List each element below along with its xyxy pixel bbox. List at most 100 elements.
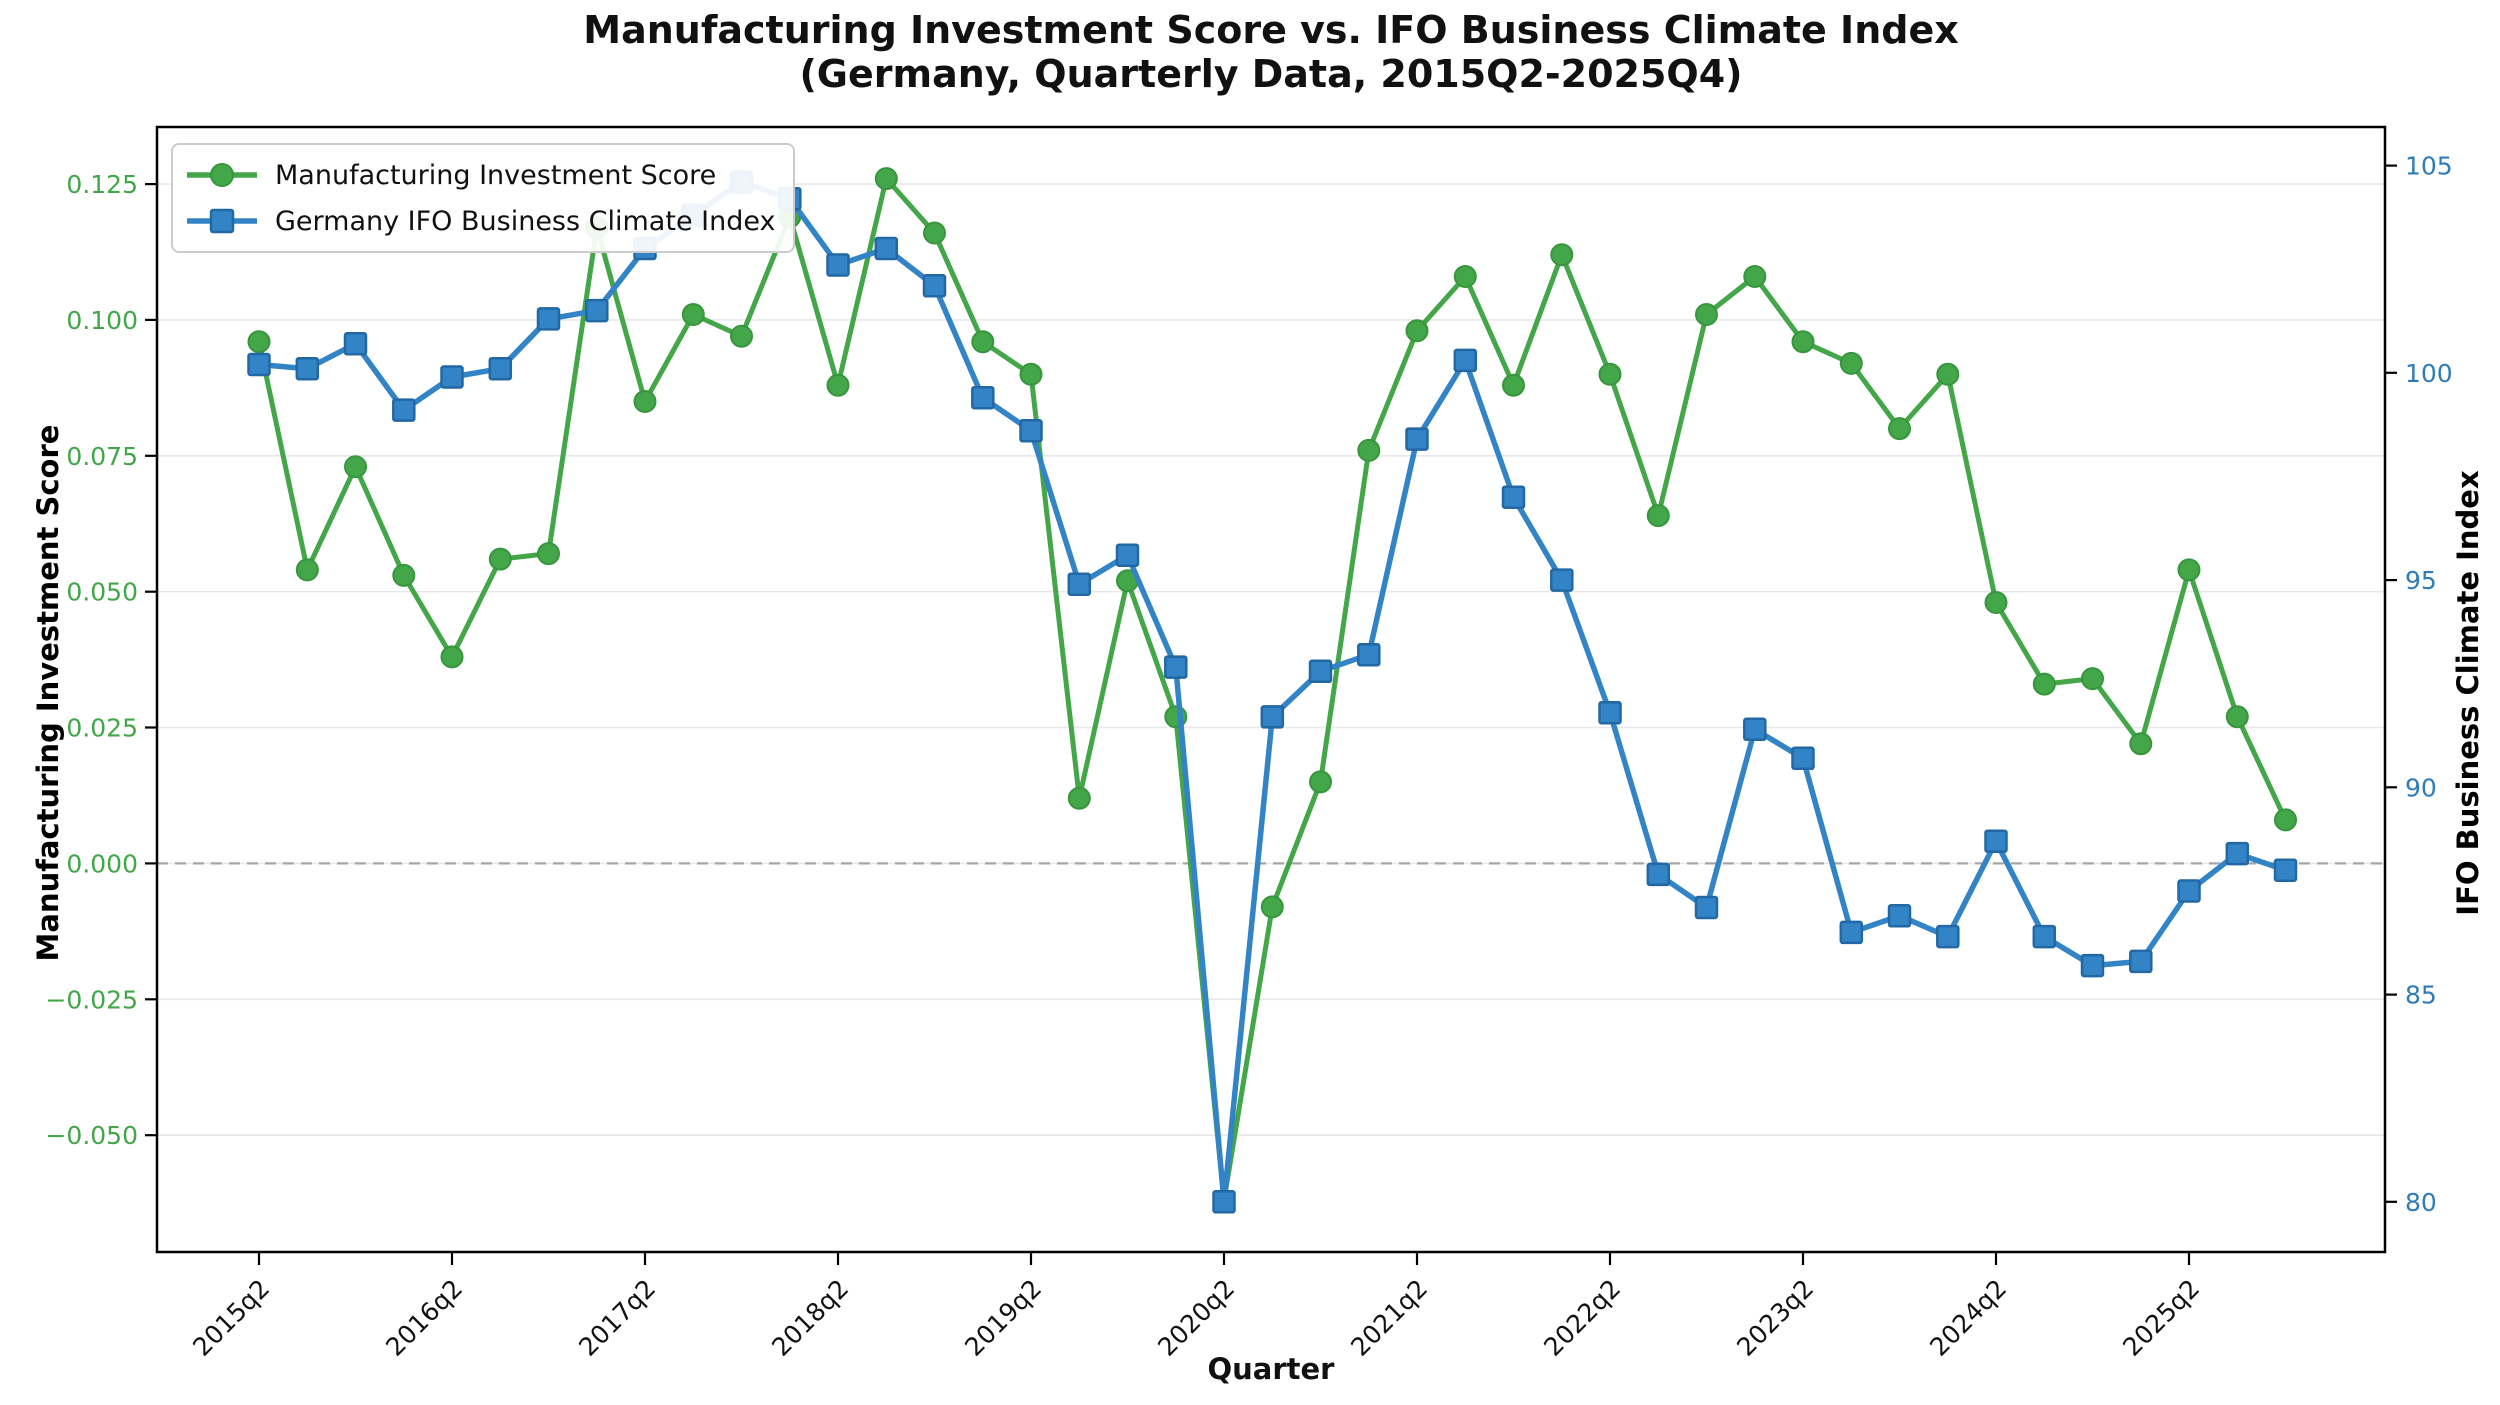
data-point [1936, 924, 1960, 949]
data-point [1598, 362, 1622, 386]
data-point [2129, 732, 2153, 756]
y-axis-label-right: IFO Business Climate Index [2451, 470, 2485, 916]
data-point [343, 332, 368, 356]
legend-label: Manufacturing Investment Score [275, 159, 717, 191]
right-tick-label: 80 [2405, 1188, 2437, 1217]
data-point [1212, 1190, 1236, 1214]
right-tick-label: 105 [2405, 152, 2453, 181]
data-point [1357, 642, 1381, 667]
right-tick-label: 90 [2405, 773, 2437, 802]
data-point [2080, 953, 2105, 978]
x-tick-label: 2022q2 [1538, 1274, 1626, 1362]
data-point [2225, 841, 2250, 866]
data-point [2177, 879, 2201, 903]
legend-item: Manufacturing Investment Score [185, 155, 775, 195]
right-tick-label: 85 [2405, 981, 2437, 1010]
data-point [2129, 949, 2153, 974]
data-point [1019, 419, 1043, 443]
data-point [2032, 672, 2056, 696]
x-tick-label: 2016q2 [380, 1274, 468, 1362]
data-point [585, 298, 609, 323]
data-point [1502, 373, 1525, 397]
data-point [923, 221, 946, 245]
data-point [247, 330, 271, 354]
y-axis-label-left: Manufacturing Investment Score [31, 424, 65, 962]
left-tick-label: 0.025 [66, 714, 138, 743]
data-point [1550, 243, 1574, 267]
data-point [1839, 920, 1864, 945]
data-point [1887, 904, 1912, 928]
left-tick-label: 0.050 [66, 578, 138, 607]
chart-title-line2: (Germany, Quarterly Data, 2015Q2-2025Q4) [799, 52, 1743, 97]
data-point [1694, 895, 1719, 920]
x-tick-label: 2015q2 [187, 1274, 275, 1362]
data-point [1646, 862, 1671, 887]
data-point [1984, 591, 2008, 614]
data-point [1743, 717, 1767, 742]
data-point [1453, 348, 1478, 373]
data-point [1067, 786, 1091, 810]
data-point [536, 307, 561, 331]
x-tick-label: 2023q2 [1731, 1274, 1819, 1362]
data-point [874, 236, 899, 261]
x-tick-label: 2018q2 [766, 1274, 854, 1362]
data-point [1888, 417, 1911, 441]
data-point [1453, 265, 1477, 288]
data-point [1839, 351, 1863, 375]
data-point [440, 645, 464, 669]
data-point [1936, 362, 1960, 386]
data-point [488, 356, 513, 381]
left-tick-label: 0.100 [66, 306, 138, 335]
data-point [295, 356, 320, 381]
data-point [1984, 829, 2008, 853]
right-tick-label: 95 [2405, 566, 2437, 595]
x-tick-label: 2025q2 [2117, 1274, 2205, 1362]
left-tick-label: 0.075 [66, 442, 138, 471]
data-point [1791, 330, 1815, 354]
data-point [2274, 808, 2297, 832]
x-tick-label: 2024q2 [1924, 1274, 2012, 1362]
data-point [633, 390, 657, 413]
series-line-1 [256, 179, 2289, 1205]
x-axis-label: Quarter [1207, 1352, 1335, 1386]
data-point [1743, 265, 1767, 288]
data-point [1309, 770, 1332, 794]
data-point [1115, 543, 1140, 567]
data-point [1405, 427, 1429, 451]
data-point [2177, 558, 2201, 582]
data-point [392, 398, 416, 422]
series-line-0 [256, 176, 2288, 1203]
x-tick-label: 2021q2 [1345, 1274, 1433, 1362]
left-tick-label: −0.050 [45, 1121, 138, 1150]
data-point [440, 365, 464, 389]
data-point [2081, 667, 2104, 691]
data-point [730, 324, 753, 348]
data-point [1260, 705, 1285, 729]
data-point [971, 330, 995, 354]
legend: Manufacturing Investment Score Germany IF… [171, 143, 796, 253]
data-point [2225, 705, 2249, 729]
legend-item: Germany IFO Business Climate Index [185, 201, 775, 241]
data-point [1164, 655, 1188, 679]
data-point [681, 303, 705, 326]
x-tick-label: 2020q2 [1152, 1274, 1240, 1362]
data-point [1695, 303, 1718, 326]
chart-title: Manufacturing Investment Score vs. IFO B… [157, 8, 2385, 96]
data-point [1501, 485, 1526, 509]
data-point [1550, 568, 1574, 592]
data-point [922, 274, 947, 298]
data-point [1260, 895, 1284, 919]
data-point [1357, 438, 1381, 462]
chart-title-line1: Manufacturing Investment Score vs. IFO B… [583, 8, 1959, 52]
data-point [1598, 700, 1622, 725]
data-point [1405, 319, 1429, 343]
data-point [826, 373, 850, 397]
data-point [826, 253, 850, 277]
data-point [1067, 572, 1092, 596]
data-point [874, 167, 898, 191]
left-tick-label: −0.025 [45, 985, 138, 1014]
data-point [1791, 746, 1815, 771]
data-point [247, 352, 271, 377]
data-point [344, 455, 367, 479]
